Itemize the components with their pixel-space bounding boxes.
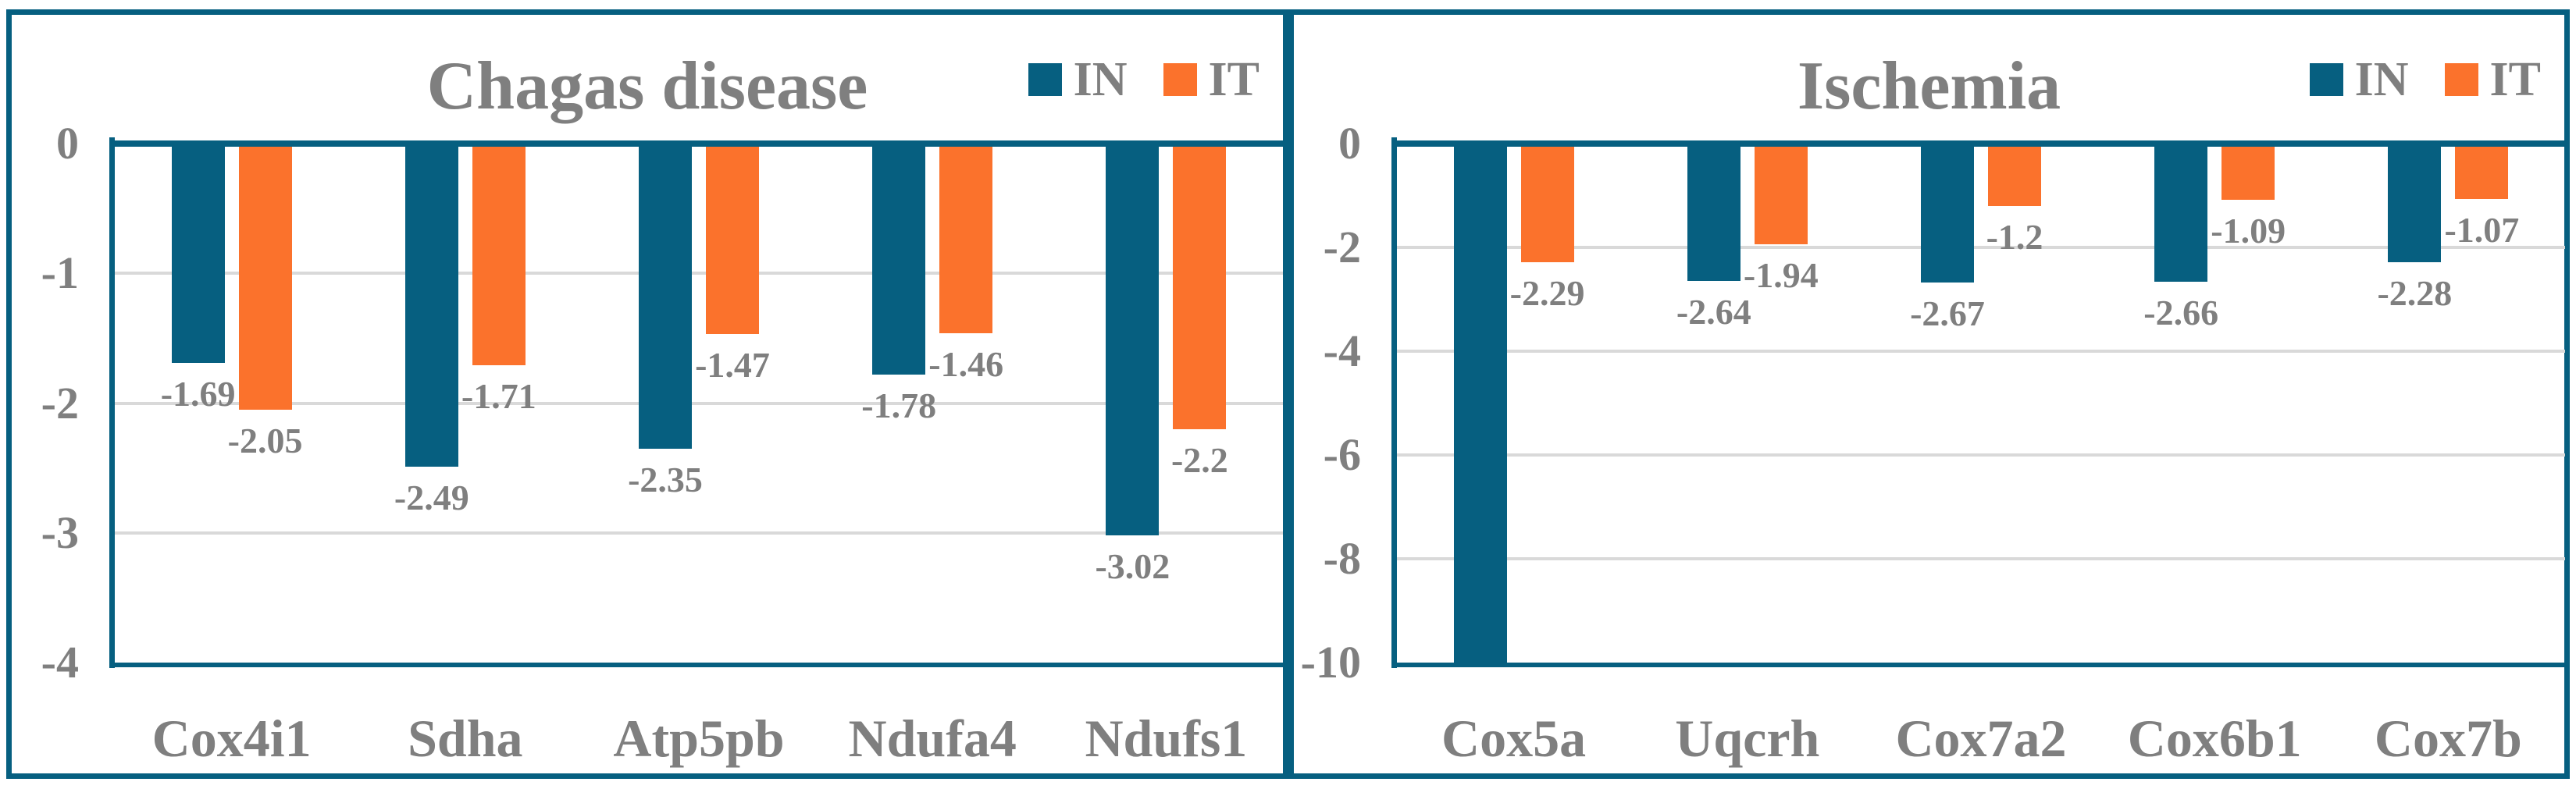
bar-it-ndufs1 [1173, 144, 1227, 429]
chart-area-ischemia: Ischemia IN IT -2.29 -2.64 -1.94 -2.67 -1.2-… [1294, 15, 2565, 773]
bar-in-uqcrh [1687, 144, 1740, 281]
data-label-in-cox6b1: -2.66 [2143, 292, 2219, 332]
bar-in-cox4i1 [171, 144, 225, 363]
data-label-it-ndufs1: -2.2 [1170, 439, 1228, 480]
x-axis-label-atp5pb: Atp5pb [613, 708, 785, 768]
legend-chagas: IN IT [1028, 53, 1259, 106]
bar-in-atp5pb [639, 144, 692, 449]
legend-swatch-in-icon [2309, 63, 2343, 96]
x-axis-label-cox5a: Cox5a [1441, 708, 1587, 768]
y-axis-line [109, 137, 115, 668]
bar-in-cox5a [1453, 144, 1507, 663]
y-tick-label: -10 [1300, 637, 1361, 688]
legend-label-it: IT [1208, 53, 1259, 106]
gridline--2 [1397, 246, 2565, 249]
bar-it-cox7a2 [1988, 144, 2041, 206]
y-tick-label: 0 [1338, 118, 1361, 169]
bar-it-ndufa4 [939, 144, 993, 333]
x-axis-label-cox4i1: Cox4i1 [151, 708, 312, 768]
y-axis-line [1391, 137, 1397, 668]
y-tick-label: -2 [41, 377, 79, 428]
plot-area-chagas: -1.69 -2.05 -2.49 -1.71 -2.35 -1.47 -1.78 -1.46… [109, 137, 1283, 668]
data-label-it-cox5a: -2.29 [1509, 273, 1585, 314]
x-axis-label-cox7b: Cox7b [2374, 708, 2522, 768]
bar-it-cox5a [1520, 144, 1574, 263]
y-tick-label: 0 [56, 118, 79, 169]
legend-label-in: IN [1073, 53, 1128, 106]
data-label-in-ndufa4: -1.78 [861, 385, 937, 425]
bar-in-cox6b1 [2154, 144, 2208, 282]
data-label-it-sdha: -1.71 [461, 376, 536, 417]
legend-ischemia: IN IT [2309, 53, 2541, 106]
bar-it-uqcrh [1754, 144, 1808, 244]
bar-it-cox7b [2455, 144, 2509, 200]
data-label-in-cox4i1: -1.69 [160, 373, 236, 414]
data-label-in-ndufs1: -3.02 [1095, 546, 1170, 587]
x-axis-label-cox7a2: Cox7a2 [1895, 708, 2067, 768]
gridline--3 [115, 531, 1283, 535]
gridline--6 [1397, 453, 2565, 457]
chart-area-chagas: Chagas disease IN IT -1.69 -2.05 -2.49 -1.7… [12, 15, 1283, 773]
chart-title-ischemia: Ischemia [1797, 48, 2061, 124]
y-tick-label: -1 [41, 247, 79, 299]
x-axis-label-ndufa4: Ndufa4 [848, 708, 1017, 768]
bar-it-cox6b1 [2221, 144, 2275, 201]
bar-in-ndufa4 [872, 144, 926, 375]
legend-label-in: IN [2354, 53, 2409, 106]
data-label-it-cox7a2: -1.2 [1986, 216, 2043, 257]
y-tick-label: -4 [41, 637, 79, 688]
legend-label-it: IT [2489, 53, 2541, 106]
x-axis-label-sdha: Sdha [408, 708, 523, 768]
y-tick-label: -6 [1323, 429, 1361, 480]
data-label-in-atp5pb: -2.35 [628, 459, 703, 499]
data-label-in-cox7b: -2.28 [2377, 272, 2453, 313]
y-tick-label: -8 [1323, 533, 1361, 584]
x-axis-label-cox6b1: Cox6b1 [2127, 708, 2302, 768]
gridline--1 [115, 272, 1283, 275]
plot-area-ischemia: -2.29 -2.64 -1.94 -2.67 -1.2 -2.66 -1.09 -2.28 -… [1391, 137, 2565, 668]
x-axis-label-uqcrh: Uqcrh [1675, 708, 1820, 768]
gridline--8 [1397, 557, 2565, 560]
chart-panel-chagas-disease: Chagas disease IN IT -1.69 -2.05 -2.49 -1.7… [6, 9, 1288, 779]
chart-title-chagas: Chagas disease [426, 48, 868, 124]
bar-it-cox4i1 [238, 144, 292, 410]
bar-it-sdha [472, 144, 526, 366]
zero-axis-line [1391, 140, 2565, 147]
bar-in-sdha [404, 144, 458, 467]
bar-in-ndufs1 [1106, 144, 1160, 536]
zero-axis-line [109, 140, 1283, 147]
data-label-in-uqcrh: -2.64 [1676, 291, 1751, 332]
data-label-it-cox6b1: -1.09 [2211, 211, 2286, 251]
bottom-axis-line [1391, 663, 2565, 667]
data-label-in-sdha: -2.49 [394, 477, 469, 517]
y-tick-label: -3 [41, 506, 79, 558]
y-tick-label: -4 [1323, 325, 1361, 376]
legend-swatch-in-icon [1028, 63, 1062, 96]
chart-panel-ischemia: Ischemia IN IT -2.29 -2.64 -1.94 -2.67 -1.2-… [1288, 9, 2570, 779]
x-axis-label-ndufs1: Ndufs1 [1085, 708, 1248, 768]
data-label-in-cox7a2: -2.67 [1910, 293, 1985, 333]
gridline--2 [115, 401, 1283, 405]
bottom-axis-line [109, 663, 1283, 667]
data-label-it-cox7b: -1.07 [2444, 210, 2520, 251]
bar-it-atp5pb [706, 144, 759, 335]
data-label-it-atp5pb: -1.47 [695, 345, 770, 386]
data-label-it-uqcrh: -1.94 [1743, 255, 1819, 295]
bar-in-cox7b [2388, 144, 2442, 262]
legend-swatch-it-icon [1163, 63, 1197, 96]
gridline--4 [1397, 350, 2565, 353]
data-label-it-ndufa4: -1.46 [928, 343, 1004, 384]
y-tick-label: -2 [1323, 222, 1361, 272]
data-label-it-cox4i1: -2.05 [227, 420, 303, 460]
legend-swatch-it-icon [2444, 63, 2478, 96]
bar-in-cox7a2 [1921, 144, 1974, 283]
